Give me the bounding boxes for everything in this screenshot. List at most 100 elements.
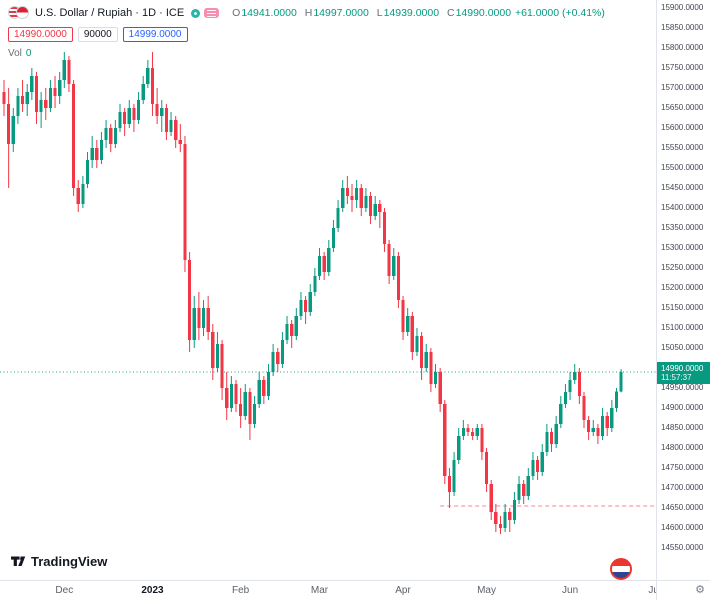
candle-body <box>39 100 43 112</box>
price-tick-label: 15850.0000 <box>661 23 704 32</box>
price-tick-label: 15550.0000 <box>661 143 704 152</box>
price-tick-label: 14550.0000 <box>661 543 704 552</box>
idr-flag-icon <box>16 6 29 19</box>
candle-body <box>549 432 554 444</box>
candle-body <box>308 292 312 312</box>
time-tick-label: Ju <box>648 585 656 596</box>
price-tick-label: 15450.0000 <box>661 183 704 192</box>
candle-body <box>276 352 280 364</box>
current-price-label: 14990.0000 11:57:37 <box>657 362 710 384</box>
candle-body <box>229 384 233 408</box>
candle-body <box>183 144 187 260</box>
candle-body <box>225 388 229 408</box>
candle-body <box>141 84 145 100</box>
candle-body <box>438 372 442 404</box>
candle-body <box>582 396 586 420</box>
tradingview-mark-icon <box>11 556 26 566</box>
candle-body <box>424 352 428 368</box>
candle-body <box>164 108 168 132</box>
candlestick-chart[interactable] <box>0 0 656 580</box>
candle-body <box>392 256 396 276</box>
candle-body <box>526 476 530 496</box>
time-tick-label: Dec <box>55 585 74 596</box>
candle-body <box>517 484 521 500</box>
open-label: O <box>232 7 241 19</box>
candle-body <box>81 184 85 204</box>
candle-body <box>317 256 322 276</box>
candle-body <box>44 100 48 108</box>
candle-body <box>345 188 349 196</box>
candle-body <box>619 372 623 392</box>
time-tick-label: May <box>477 585 496 596</box>
candle-body <box>48 88 52 108</box>
candle-body <box>373 204 377 216</box>
symbol-title[interactable]: U.S. Dollar / Rupiah · 1D · ICE <box>35 7 185 19</box>
visibility-dot-icon[interactable] <box>191 8 201 18</box>
candle-body <box>150 68 155 104</box>
indicator-chip-icon[interactable] <box>204 8 220 18</box>
candle-body <box>420 336 424 368</box>
legend: U.S. Dollar / Rupiah · 1D · ICE O14941.0… <box>8 4 605 59</box>
candle-body <box>503 512 507 528</box>
candle-body <box>155 104 159 116</box>
price-tick-label: 15350.0000 <box>661 223 704 232</box>
candle-body <box>447 476 452 492</box>
price-tick-label: 15400.0000 <box>661 203 704 212</box>
price-tick-label: 15800.0000 <box>661 43 704 52</box>
candle-body <box>252 404 257 424</box>
close-value: 14990.0000 <box>455 7 512 19</box>
candle-body <box>605 416 609 428</box>
candle-body <box>72 84 76 188</box>
candle-body <box>368 196 373 216</box>
candle-body <box>382 212 387 244</box>
candle-body <box>387 244 391 276</box>
chart-plot-area[interactable] <box>0 0 656 580</box>
candle-body <box>614 391 619 408</box>
candle-body <box>192 308 196 340</box>
candle-body <box>211 332 215 368</box>
candle-body <box>610 408 614 428</box>
candle-body <box>95 148 99 160</box>
price-axis[interactable]: 15900.0000 15850.0000 15800.0000 15750.0000… <box>656 0 710 580</box>
price-box-blue[interactable]: 14999.0000 <box>122 27 188 42</box>
low-label: L <box>376 7 383 19</box>
candle-body <box>406 316 410 332</box>
candle-body <box>11 116 15 144</box>
price-box-red[interactable]: 14990.0000 <box>8 27 73 42</box>
candle-body <box>280 340 284 364</box>
price-tick-label: 14850.0000 <box>661 423 704 432</box>
price-boxes-row: 14990.0000 90000 14999.0000 <box>8 27 605 42</box>
symbol-pair-flags-icon <box>8 6 30 20</box>
candle-body <box>127 108 131 124</box>
symbol-pair-badge-icon[interactable] <box>610 558 632 580</box>
candle-body <box>20 96 25 104</box>
candle-body <box>540 452 544 472</box>
high-value: 14997.0000 <box>313 7 369 19</box>
candle-body <box>118 112 122 128</box>
candle-body <box>2 92 6 104</box>
candle-body <box>290 324 294 336</box>
ohlc-readout: O14941.0000 H14997.0000 L14939.0000 C149… <box>227 7 605 19</box>
candle-body <box>484 452 489 484</box>
candle-body <box>206 308 210 332</box>
candle-body <box>350 196 354 200</box>
candle-body <box>234 384 238 404</box>
change-value: +61.0000 (+0.41%) <box>514 7 605 19</box>
volume-label: Vol <box>8 48 22 59</box>
candle-body <box>396 256 400 300</box>
time-axis[interactable]: Dec 2023 Feb Mar Apr May Jun Ju <box>0 580 656 600</box>
price-tick-label: 14650.0000 <box>661 503 704 512</box>
candle-body <box>220 344 224 388</box>
gear-icon[interactable]: ⚙ <box>695 584 705 596</box>
candle-body <box>545 432 549 452</box>
price-box-plain[interactable]: 90000 <box>77 27 118 42</box>
candle-body <box>188 260 192 340</box>
candle-body <box>243 392 247 416</box>
tradingview-logo[interactable]: TradingView <box>10 553 107 569</box>
candle-body <box>331 228 336 248</box>
candle-body <box>587 420 591 432</box>
candle-body <box>160 108 164 116</box>
candle-body <box>415 336 419 352</box>
price-tick-label: 15150.0000 <box>661 303 704 312</box>
candle-body <box>429 352 433 384</box>
